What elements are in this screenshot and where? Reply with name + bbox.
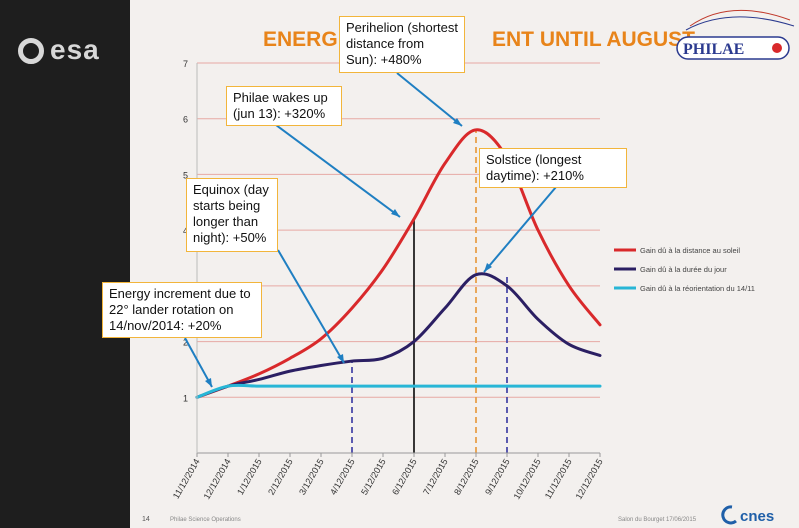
callout-equinox: Equinox (day starts being longer than ni…: [186, 178, 278, 252]
x-tick-label: 12/12/2015: [574, 457, 605, 501]
arrow-equinox: [277, 249, 345, 364]
x-tick-label: 12/12/2014: [202, 457, 233, 501]
callout-philae-wakes: Philae wakes up (jun 13): +320%: [226, 86, 342, 126]
x-tick-label: 11/12/2014: [171, 457, 202, 500]
esa-logo-icon: [18, 38, 44, 64]
legend-label: Gain dû à la distance au soleil: [640, 246, 740, 255]
x-tick-label: 3/12/2015: [297, 457, 326, 497]
energy-chart: ENERG ENT UNTIL AUGUST PHILAE 123456711/…: [142, 9, 795, 525]
callout-arrows: [184, 72, 557, 388]
slide: ENERG ENT UNTIL AUGUST PHILAE 123456711/…: [102, 0, 799, 528]
arrow-perihelion: [396, 72, 463, 127]
callout-perihelion: Perihelion (shortest distance from Sun):…: [339, 16, 465, 73]
arrow-philae-wakes: [275, 124, 401, 218]
x-tick-label: 2/12/2015: [266, 457, 295, 497]
x-tick-label: 11/12/2015: [543, 457, 574, 500]
series-line-reorientation: [195, 383, 602, 399]
x-tick-label: 8/12/2015: [452, 457, 481, 497]
y-tick-label: 4: [183, 226, 188, 236]
arrow-energy-increment: [184, 337, 213, 388]
series-line-day-length: [195, 272, 602, 399]
slide-title-end: ENT UNTIL AUGUST: [492, 28, 695, 51]
x-tick-label: 10/12/2015: [512, 457, 543, 501]
callout-solstice: Solstice (longest daytime): +210%: [479, 148, 627, 188]
esa-logo: esa: [18, 34, 118, 74]
x-tick-label: 9/12/2015: [483, 457, 512, 497]
arrow-solstice: [483, 186, 557, 273]
callout-philae-wakes-text: Philae wakes up (jun 13): +320%: [233, 90, 328, 121]
callout-energy-increment-text: Energy increment due to 22° lander rotat…: [109, 286, 251, 333]
x-tick-label: 7/12/2015: [421, 457, 450, 497]
arrow-head-equinox: [337, 354, 344, 363]
series-line-sun-distance: [195, 128, 602, 399]
legend-label: Gain dû à la réorientation du 14/11: [640, 284, 755, 293]
legend-label: Gain dû à la durée du jour: [640, 265, 727, 274]
callout-energy-increment: Energy increment due to 22° lander rotat…: [102, 282, 262, 338]
slide-title-start: ENERG: [263, 28, 338, 51]
callout-equinox-text: Equinox (day starts being longer than ni…: [193, 182, 269, 245]
x-tick-label: 4/12/2015: [328, 457, 357, 497]
footer-left: Philae Science Operations: [170, 517, 241, 523]
arrow-head-solstice: [484, 263, 492, 272]
x-tick-label: 6/12/2015: [390, 457, 419, 497]
cnes-logo: cnes: [721, 505, 774, 525]
y-tick-label: 5: [183, 170, 188, 180]
arrow-head-perihelion: [453, 118, 462, 126]
y-tick-label: 6: [183, 115, 188, 125]
slide-number: 14: [142, 516, 150, 523]
x-tick-label: 5/12/2015: [359, 457, 388, 497]
arrow-head-energy-increment: [205, 378, 212, 387]
y-tick-label: 7: [183, 59, 188, 69]
arrow-head-philae-wakes: [391, 209, 400, 217]
esa-sidebar: esa: [0, 0, 130, 528]
philae-logo-text: PHILAE: [683, 41, 744, 58]
y-tick-label: 1: [183, 393, 188, 403]
esa-logo-text: esa: [50, 34, 100, 65]
x-tick-label: 1/12/2015: [235, 457, 264, 497]
callout-solstice-text: Solstice (longest daytime): +210%: [486, 152, 584, 183]
cnes-logo-text: cnes: [740, 508, 774, 525]
y-tick-label: 2: [183, 338, 188, 348]
philae-logo: PHILAE: [676, 9, 795, 60]
callout-perihelion-text: Perihelion (shortest distance from Sun):…: [346, 20, 458, 67]
footer-right: Salon du Bourget 17/06/2015: [618, 517, 697, 523]
